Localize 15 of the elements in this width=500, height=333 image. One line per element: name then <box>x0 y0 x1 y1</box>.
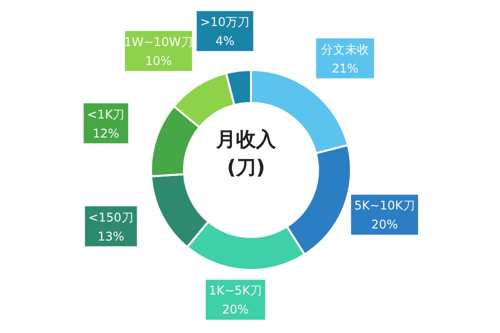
data-label: 20% <box>371 218 398 232</box>
data-label: 13% <box>98 229 124 244</box>
data-label: 21% <box>332 61 358 76</box>
data-label: 4% <box>215 34 234 48</box>
slice-label: 1K~5K刀 <box>208 284 262 298</box>
slice-label: >10万刀 <box>200 15 250 30</box>
data-label: 20% <box>222 302 249 317</box>
slice-label: 1W~10W刀 <box>124 35 193 50</box>
slice-label: <150刀 <box>88 210 134 224</box>
slice-label: <1K刀 <box>87 107 125 122</box>
text: 月收入 (刀) <box>215 127 277 179</box>
slice-label: 分文未收 <box>321 42 370 56</box>
data-label: 12% <box>92 126 120 140</box>
data-label: 10% <box>145 54 172 68</box>
slice-label: 5K~10K刀 <box>354 198 415 213</box>
